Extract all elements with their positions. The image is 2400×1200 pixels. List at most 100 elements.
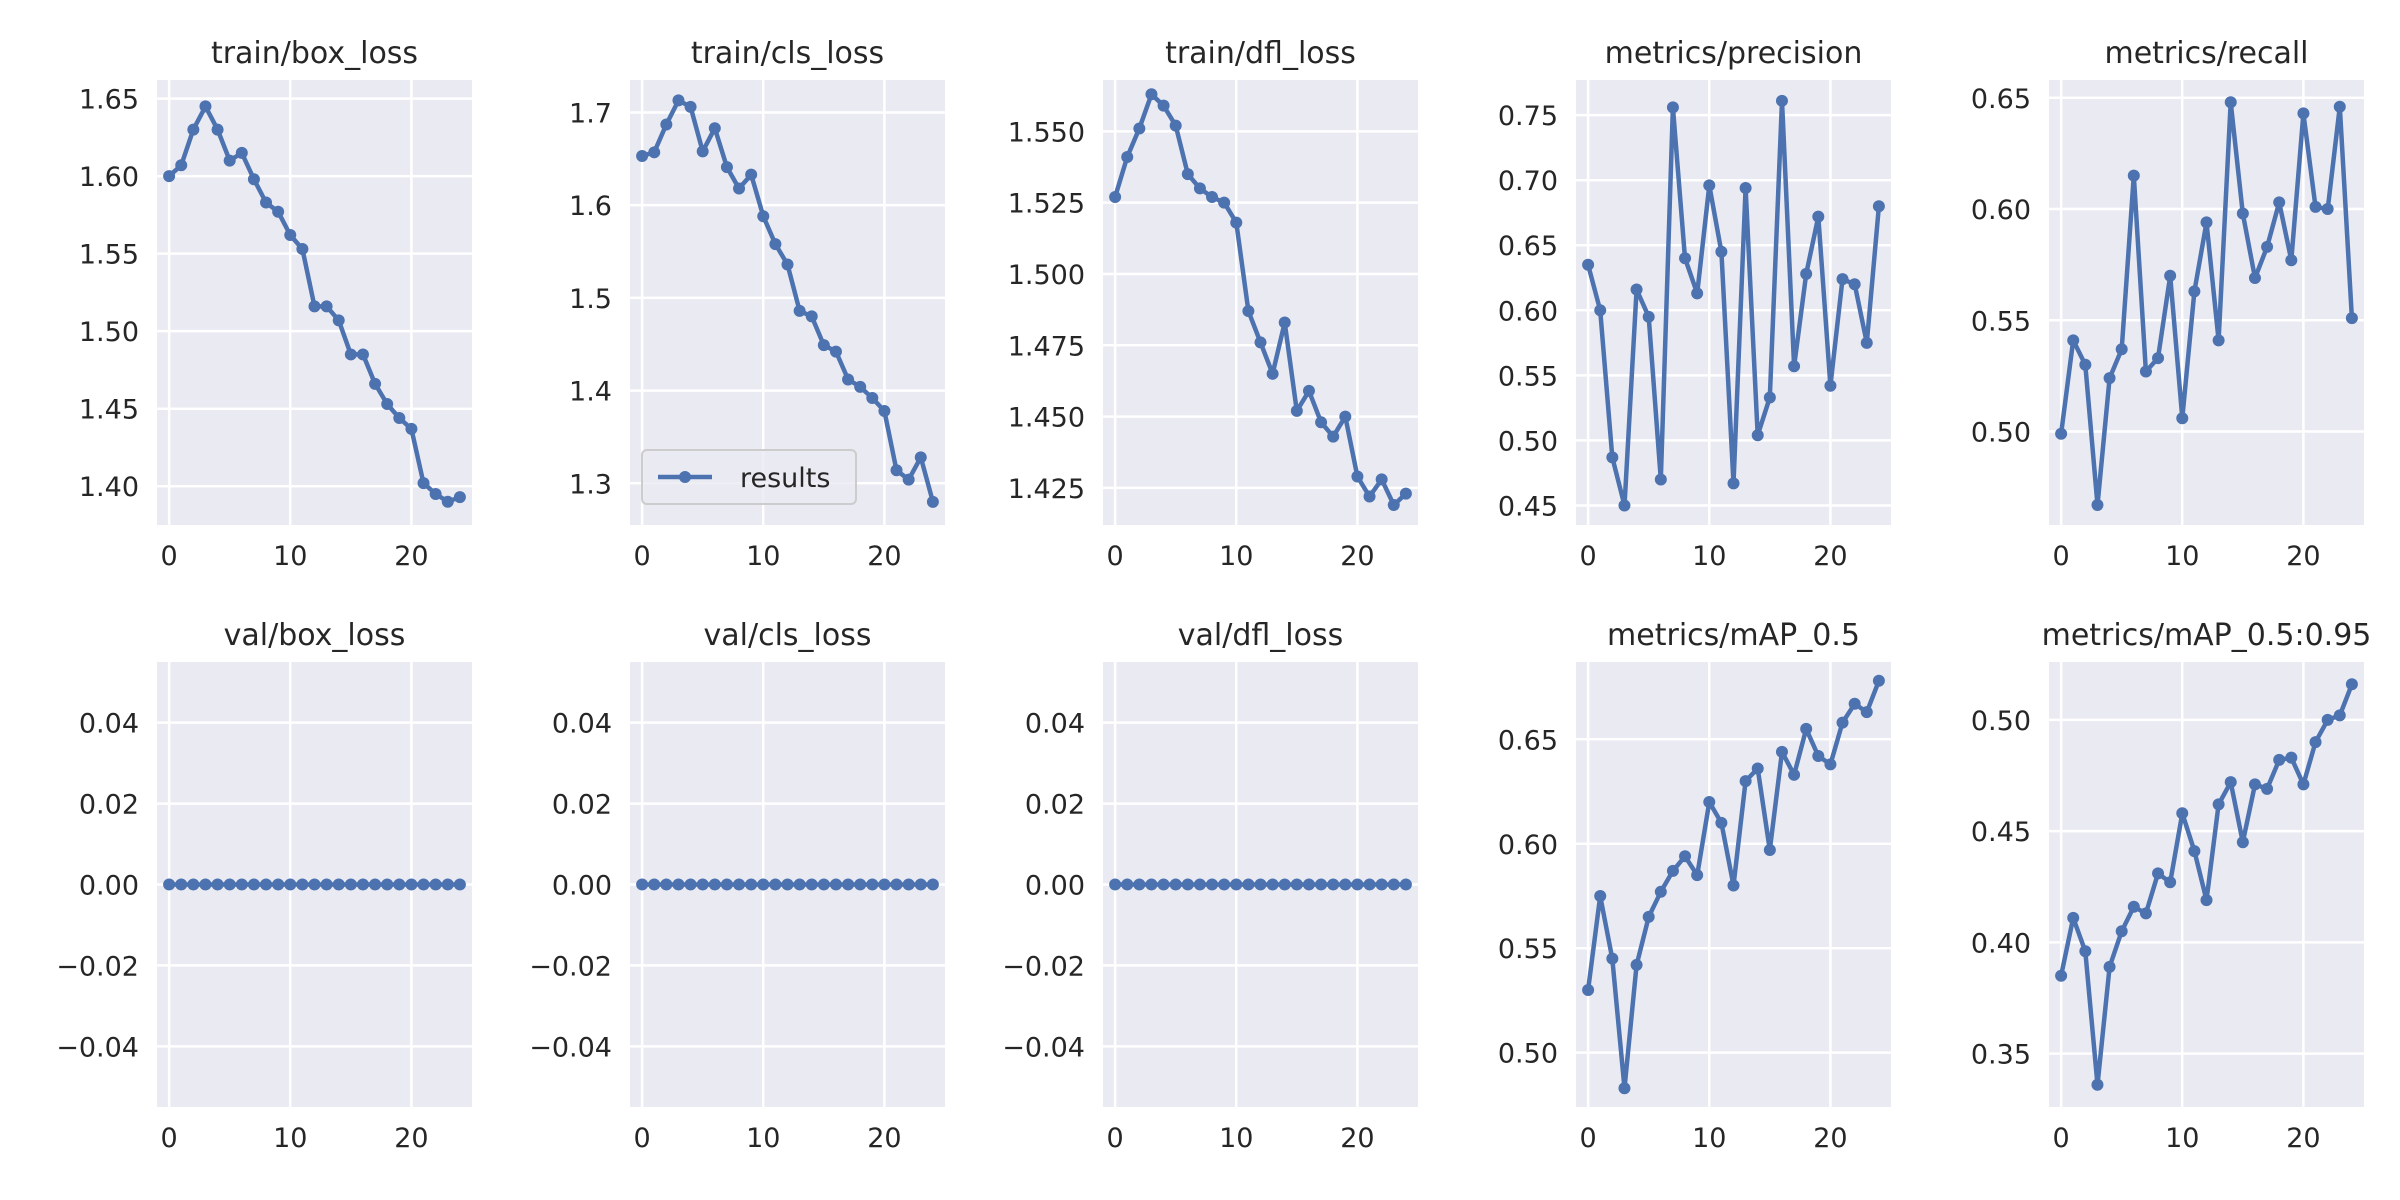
data-point: [648, 878, 661, 891]
data-point: [405, 878, 418, 891]
subplot-title: train/cls_loss: [691, 36, 884, 71]
data-point: [636, 878, 649, 891]
subplot-val-box-loss: −0.04 −0.02 0.00 0.02 0.04 0 10 20 val/box_loss: [56, 618, 472, 1154]
subplot-metrics-map-0-5: 0.50 0.55 0.60 0.65 0 10 20 metrics/mAP_0.5: [1498, 618, 1891, 1154]
data-point: [829, 345, 842, 358]
data-point: [2164, 876, 2177, 889]
data-point: [1691, 869, 1704, 882]
data-point: [1375, 473, 1388, 486]
y-tick-label: 0.02: [79, 790, 139, 821]
data-point: [672, 878, 685, 891]
data-point: [2345, 312, 2358, 325]
y-tick-label: −0.02: [529, 951, 612, 982]
data-point: [1836, 716, 1849, 729]
data-point: [2103, 372, 2116, 385]
data-point: [1800, 267, 1813, 280]
y-tick-label: 1.45: [79, 395, 139, 426]
data-point: [1824, 758, 1837, 771]
data-point: [2115, 343, 2128, 356]
subplot-title: metrics/mAP_0.5: [1607, 618, 1860, 653]
data-point: [1679, 252, 1692, 265]
data-point: [187, 123, 200, 136]
y-tick-label: 1.5: [569, 284, 612, 315]
data-point: [417, 477, 430, 490]
subplot-title: metrics/precision: [1605, 36, 1863, 71]
x-tick-label: 20: [867, 1123, 901, 1154]
data-point: [320, 300, 333, 313]
data-point: [247, 878, 260, 891]
data-point: [1387, 878, 1400, 891]
data-point: [829, 878, 842, 891]
y-tick-label: 0.65: [1971, 84, 2031, 115]
x-tick-label: 0: [1107, 1123, 1124, 1154]
data-point: [1290, 878, 1303, 891]
data-point: [1327, 430, 1340, 443]
data-point: [2345, 678, 2358, 691]
subplot-metrics-precision: 0.45 0.50 0.55 0.60 0.65 0.70 0.75 0 10 20 metrics…: [1498, 36, 1891, 572]
y-tick-label: 0.35: [1971, 1040, 2031, 1071]
data-point: [1302, 384, 1315, 397]
y-tick-label: 1.500: [1008, 260, 1085, 291]
data-point: [2285, 254, 2298, 267]
data-point: [2309, 200, 2322, 213]
data-point: [636, 150, 649, 163]
data-point: [866, 391, 879, 404]
data-point: [733, 878, 746, 891]
data-point: [441, 878, 454, 891]
x-tick-label: 20: [867, 541, 901, 572]
data-point: [914, 451, 927, 464]
data-point: [2273, 753, 2286, 766]
data-point: [684, 100, 697, 113]
data-point: [369, 878, 382, 891]
data-point: [2055, 427, 2068, 440]
data-point: [1254, 878, 1267, 891]
y-tick-label: 1.450: [1008, 403, 1085, 434]
data-point: [320, 878, 333, 891]
subplot-val-cls-loss: −0.04 −0.02 0.00 0.02 0.04 0 10 20 val/cls_loss: [529, 618, 945, 1154]
data-point: [2127, 169, 2140, 182]
plot-area: [1103, 80, 1418, 525]
data-point: [2333, 709, 2346, 722]
subplot-title: val/box_loss: [224, 618, 406, 653]
data-point: [296, 878, 309, 891]
data-point: [393, 412, 406, 425]
data-point: [344, 878, 357, 891]
data-point: [1339, 410, 1352, 423]
data-point: [211, 123, 224, 136]
data-point: [2115, 925, 2128, 938]
data-point: [1242, 878, 1255, 891]
data-point: [296, 243, 309, 256]
y-tick-label: 0.40: [1971, 928, 2031, 959]
data-point: [1739, 181, 1752, 194]
data-point: [1775, 94, 1788, 107]
data-point: [1872, 674, 1885, 687]
y-tick-label: 0.04: [79, 709, 139, 740]
subplot-metrics-map-0-5-0-95: 0.35 0.40 0.45 0.50 0 10 20 metrics/mAP_0.5:0.9…: [1971, 618, 2372, 1154]
data-point: [1181, 168, 1194, 181]
data-point: [1642, 310, 1655, 323]
y-tick-label: 1.65: [79, 85, 139, 116]
data-point: [163, 878, 176, 891]
data-point: [2200, 894, 2213, 907]
data-point: [720, 878, 733, 891]
data-point: [211, 878, 224, 891]
data-point: [842, 373, 855, 386]
data-point: [308, 300, 321, 313]
data-point: [187, 878, 200, 891]
data-point: [2188, 285, 2201, 298]
data-point: [260, 196, 273, 209]
data-point: [1145, 878, 1158, 891]
data-point: [1666, 864, 1679, 877]
y-tick-label: 0.55: [1498, 361, 1558, 392]
x-tick-label: 0: [161, 541, 178, 572]
subplot-title: val/dfl_loss: [1178, 618, 1343, 653]
data-point: [1630, 283, 1643, 296]
x-tick-label: 10: [1219, 541, 1253, 572]
y-tick-label: −0.04: [529, 1032, 612, 1063]
data-point: [2152, 867, 2165, 880]
data-point: [1302, 878, 1315, 891]
data-point: [1206, 878, 1219, 891]
data-point: [429, 487, 442, 500]
data-point: [708, 122, 721, 135]
